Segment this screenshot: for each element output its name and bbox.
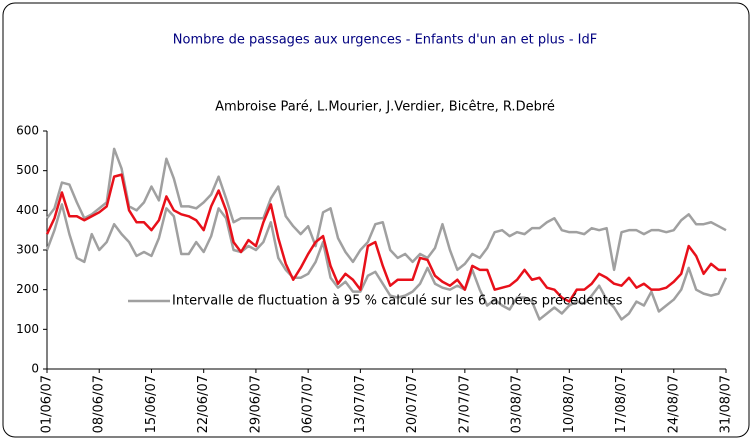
- chart-title: Nombre de passages aux urgences - Enfant…: [173, 33, 597, 48]
- series-line: [46, 147, 727, 272]
- series-line: [45, 203, 728, 321]
- x-tick-label: 06/07/07: [301, 375, 316, 433]
- x-tick-label: 31/08/07: [719, 375, 734, 433]
- x-tick-label: 08/06/07: [92, 375, 107, 433]
- x-tick-label: 17/08/07: [614, 375, 629, 433]
- y-tick-label: 300: [16, 243, 39, 257]
- y-tick-label: 200: [16, 282, 39, 296]
- y-tick-label: 400: [16, 203, 39, 217]
- x-tick-label: 29/06/07: [248, 375, 263, 433]
- x-tick-label: 03/08/07: [510, 375, 525, 433]
- y-tick-label: 0: [31, 362, 39, 376]
- x-tick-label: 22/06/07: [196, 375, 211, 433]
- chart-subtitle: Ambroise Paré, L.Mourier, J.Verdier, Bic…: [215, 100, 555, 115]
- x-tick-label: 24/08/07: [666, 375, 681, 433]
- x-tick-label: 13/07/07: [353, 375, 368, 433]
- x-tick-label: 10/08/07: [562, 375, 577, 433]
- x-tick-label: 20/07/07: [405, 375, 420, 433]
- series-line: [45, 173, 726, 303]
- x-tick-label: 01/06/07: [40, 375, 55, 433]
- y-tick-label: 500: [16, 163, 39, 177]
- chart-border: [2, 2, 750, 438]
- y-tick-label: 600: [16, 124, 39, 138]
- x-tick-label: 27/07/07: [457, 375, 472, 433]
- x-tick-label: 15/06/07: [144, 375, 159, 433]
- legend-label: Intervalle de fluctuation à 95 % calculé…: [172, 294, 623, 309]
- y-tick-label: 100: [16, 322, 39, 336]
